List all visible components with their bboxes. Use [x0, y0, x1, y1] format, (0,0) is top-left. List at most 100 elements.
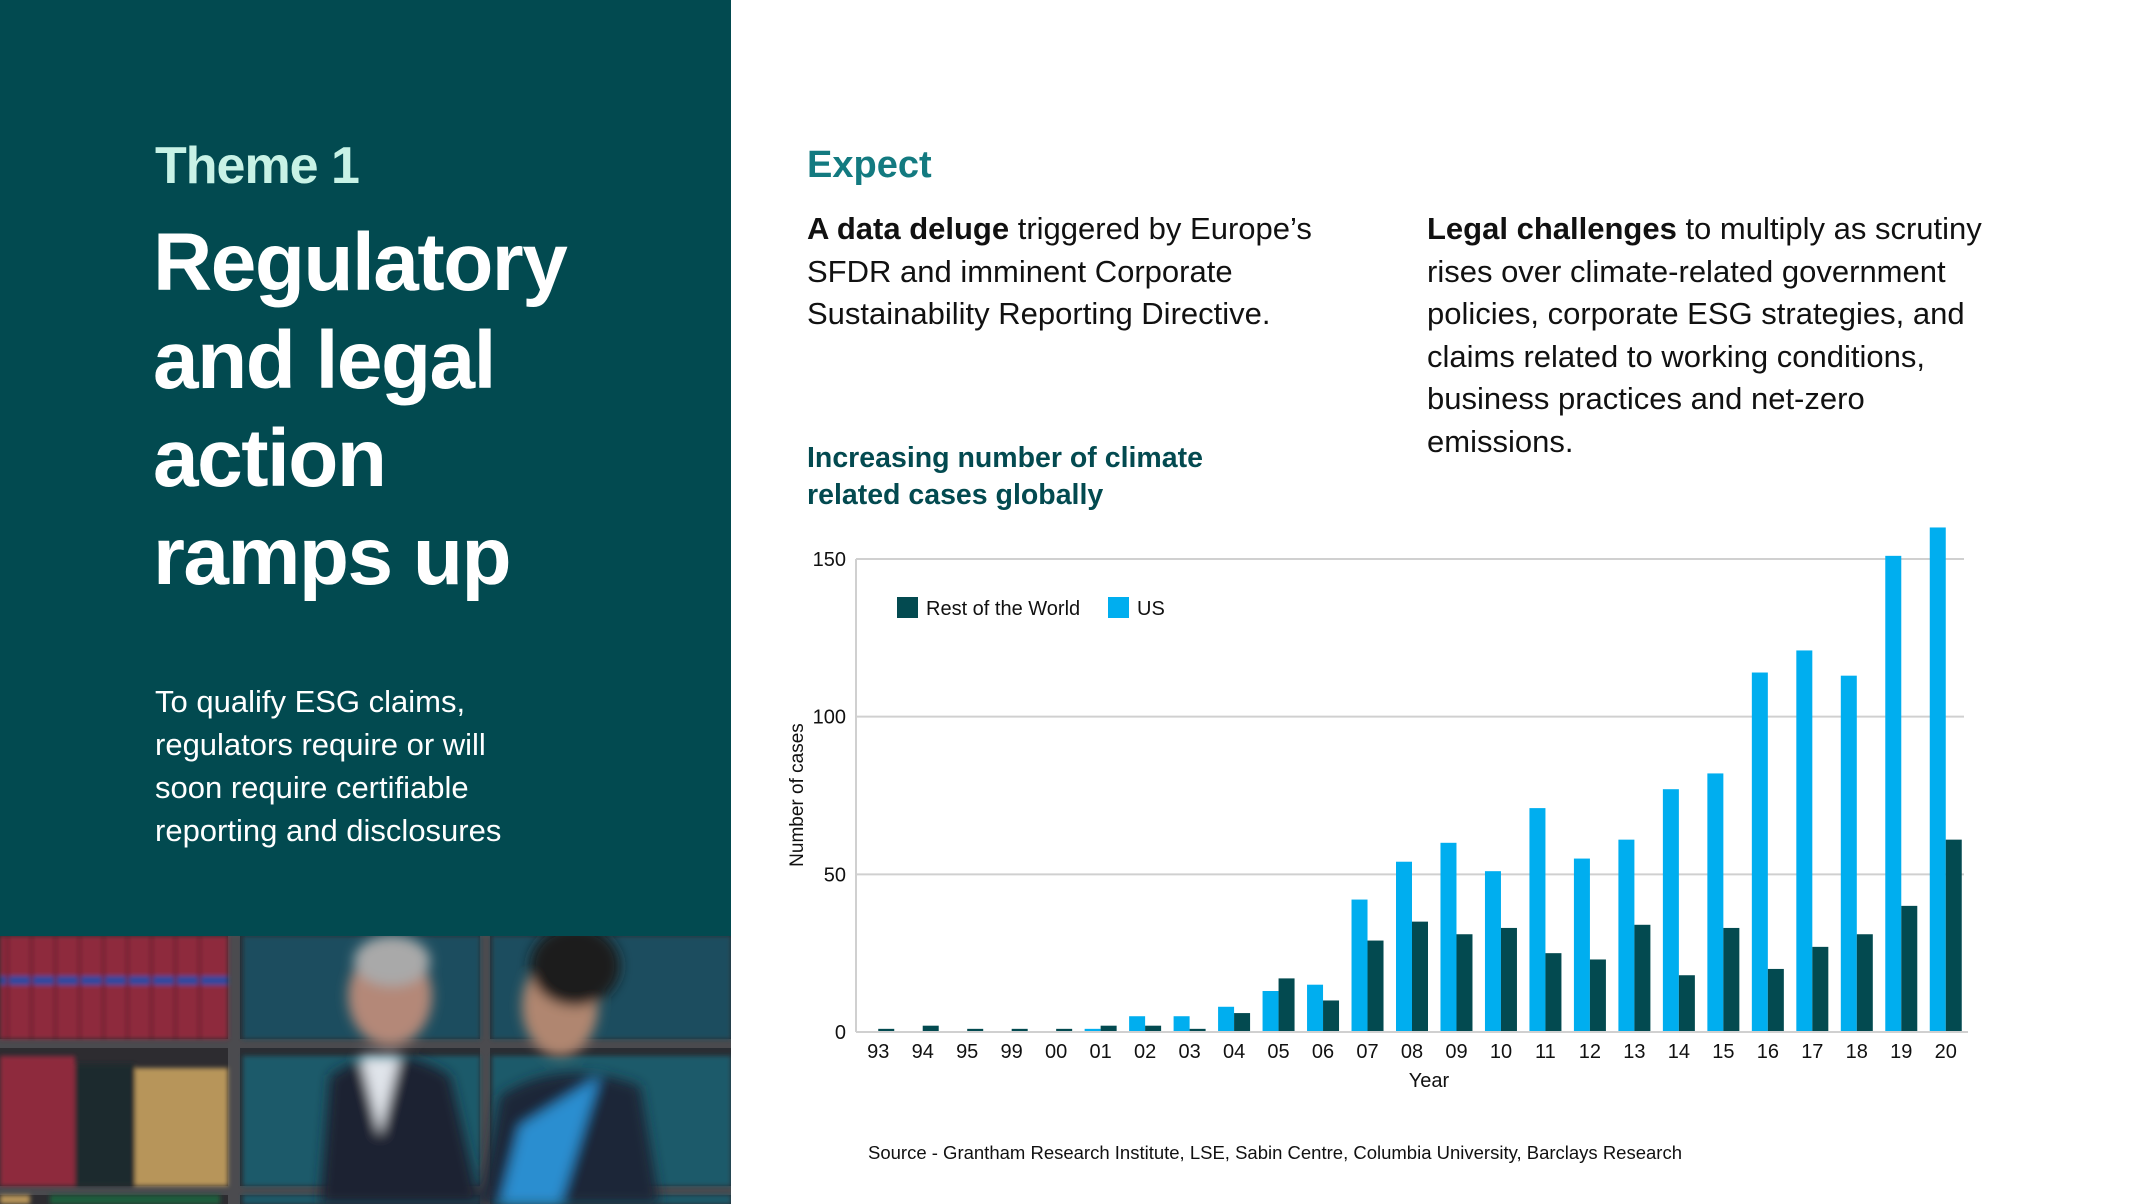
para-line: claims related to working conditions,: [1427, 338, 1925, 374]
para-text: triggered by Europe’s: [1009, 211, 1312, 246]
y-tick-label: 50: [824, 864, 846, 886]
intro-text: To qualify ESG claims, regulators requir…: [155, 680, 715, 852]
bar-us: [1707, 773, 1724, 1032]
headline-line: Regulatory: [153, 217, 568, 308]
bar-rest-of-world: [1367, 940, 1384, 1032]
y-tick-label: 0: [835, 1022, 846, 1044]
legend-label-rest-of-world: Rest of the World: [926, 598, 1080, 620]
bar-rest-of-world: [1901, 905, 1918, 1032]
bar-us: [1307, 984, 1324, 1032]
bar-rest-of-world: [967, 1028, 984, 1032]
para-line: A data deluge triggered by Europe’s: [807, 208, 1387, 251]
bar-rest-of-world: [922, 1025, 939, 1032]
y-axis-title: Number of cases: [787, 723, 808, 867]
bar-us: [1840, 675, 1857, 1032]
bar-us: [1173, 1016, 1190, 1032]
y-axis-ticks: 0 50 100 150: [813, 549, 846, 1044]
bar-rest-of-world: [1323, 1000, 1340, 1032]
bar-rest-of-world: [1456, 934, 1473, 1032]
left-panel: Theme 1 Regulatory and legal action ramp…: [0, 0, 731, 1204]
bar-us: [1929, 527, 1946, 1032]
x-tick-label: 19: [1890, 1041, 1912, 1063]
x-tick-label: 18: [1846, 1041, 1868, 1063]
intro-line: To qualify ESG claims,: [155, 684, 466, 719]
bar-us: [1618, 839, 1635, 1032]
intro-line: soon require certifiable: [155, 770, 469, 805]
x-tick-label: 06: [1312, 1041, 1334, 1063]
para-line: business practices and net-zero: [1427, 381, 1865, 416]
x-tick-label: 00: [1045, 1041, 1067, 1063]
x-tick-label: 01: [1090, 1041, 1112, 1063]
bar-rest-of-world: [1767, 968, 1784, 1032]
x-axis-title: Year: [1409, 1070, 1450, 1092]
bar-rest-of-world: [1945, 839, 1962, 1032]
legend-swatch-us: [1108, 597, 1129, 618]
bar-us: [1218, 1006, 1235, 1032]
para-line: Legal challenges to multiply as scrutiny: [1427, 208, 2067, 251]
bar-us: [1351, 899, 1368, 1032]
chart-bars: [878, 527, 1962, 1032]
bar-rest-of-world: [1812, 946, 1829, 1032]
x-tick-label: 13: [1623, 1041, 1645, 1063]
x-tick-label: 12: [1579, 1041, 1601, 1063]
bar-rest-of-world: [1011, 1028, 1028, 1032]
headline-line: action: [153, 413, 387, 504]
bar-rest-of-world: [1234, 1013, 1251, 1032]
x-tick-label: 04: [1223, 1041, 1245, 1063]
legend-label-us: US: [1137, 598, 1165, 620]
bar-us: [1529, 808, 1546, 1032]
bar-us: [1484, 871, 1501, 1032]
theme-label: Theme 1: [155, 137, 360, 195]
bar-rest-of-world: [1856, 934, 1873, 1032]
bar-us: [1573, 858, 1590, 1032]
para-line: rises over climate-related government: [1427, 253, 1946, 289]
x-tick-label: 17: [1801, 1041, 1823, 1063]
headline-line: and legal: [153, 315, 496, 406]
x-tick-label: 95: [956, 1041, 978, 1063]
bar-us: [1662, 789, 1679, 1032]
bar-rest-of-world: [1145, 1025, 1162, 1032]
bar-rest-of-world: [878, 1028, 895, 1032]
x-tick-label: 99: [1001, 1041, 1023, 1063]
x-tick-label: 03: [1178, 1041, 1200, 1063]
y-tick-label: 100: [813, 707, 846, 729]
chart-title: Increasing number of climate related cas…: [807, 440, 1203, 514]
x-tick-label: 09: [1445, 1041, 1467, 1063]
expect-legal-challenges: Legal challenges to multiply as scrutiny…: [1427, 208, 2067, 463]
para-line: SFDR and imminent Corporate: [807, 253, 1233, 289]
x-tick-label: 07: [1356, 1041, 1378, 1063]
bar-us: [1440, 842, 1457, 1032]
x-tick-label: 16: [1757, 1041, 1779, 1063]
bar-rest-of-world: [1278, 978, 1295, 1032]
library-photo-illustration: [0, 936, 731, 1204]
page-title: Regulatory and legal action ramps up: [153, 214, 713, 606]
bar-rest-of-world: [1545, 953, 1562, 1032]
library-photo: [0, 936, 731, 1204]
x-tick-label: 11: [1535, 1041, 1556, 1063]
bar-rest-of-world: [1678, 975, 1695, 1032]
bar-rest-of-world: [1500, 927, 1517, 1032]
source-note: Source - Grantham Research Institute, LS…: [868, 1142, 1682, 1163]
bar-us: [1796, 650, 1813, 1032]
intro-line: regulators require or will: [155, 727, 486, 762]
headline-line: ramps up: [153, 511, 512, 602]
chart-title-line: related cases globally: [807, 479, 1104, 511]
x-tick-label: 05: [1267, 1041, 1289, 1063]
bar-rest-of-world: [1056, 1028, 1073, 1032]
para-bold-lead: Legal challenges: [1427, 211, 1677, 246]
chart-legend: Rest of the World US: [897, 597, 1165, 620]
chart-title-line: Increasing number of climate: [807, 442, 1203, 474]
x-tick-label: 02: [1134, 1041, 1156, 1063]
bar-us: [1129, 1016, 1146, 1032]
x-tick-label: 15: [1712, 1041, 1734, 1063]
x-tick-label: 10: [1490, 1041, 1512, 1063]
bar-rest-of-world: [1412, 921, 1428, 1032]
legend-swatch-rest-of-world: [897, 597, 918, 618]
bar-us: [1084, 1028, 1101, 1032]
x-tick-label: 94: [912, 1041, 934, 1063]
bar-rest-of-world: [1100, 1025, 1117, 1032]
bar-us: [1262, 991, 1279, 1032]
bar-us: [1751, 672, 1768, 1032]
para-line: policies, corporate ESG strategies, and: [1427, 296, 1965, 331]
